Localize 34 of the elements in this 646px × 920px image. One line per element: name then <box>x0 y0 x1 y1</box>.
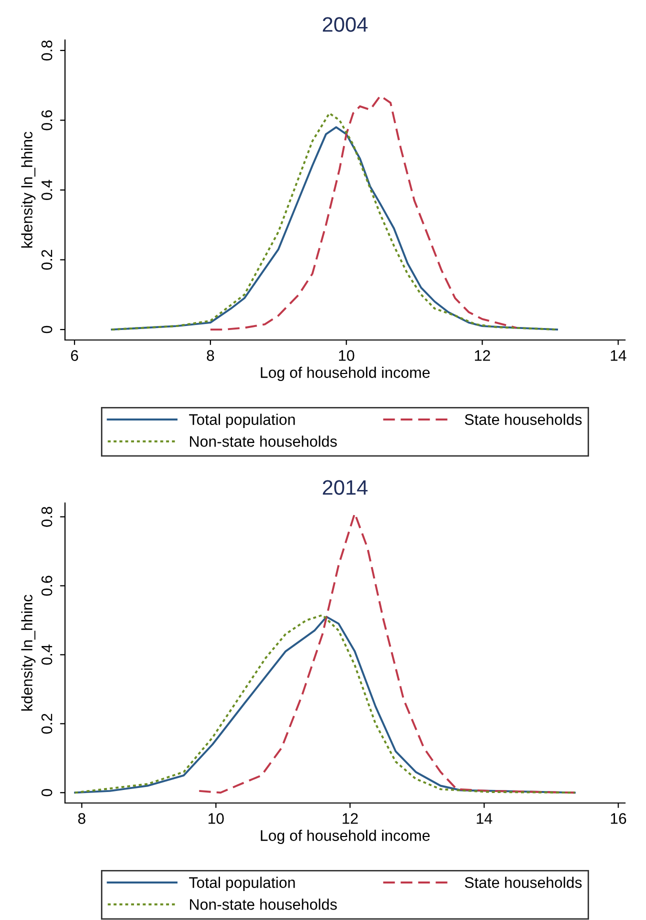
legend-label: Total population <box>189 876 295 891</box>
y-tick-label: 0 <box>41 326 52 334</box>
x-tick-label: 12 <box>474 350 490 361</box>
legend-label: State households <box>464 414 582 425</box>
x-axis-title: Log of household income <box>260 830 430 844</box>
x-axis-title: Log of household income <box>260 366 430 381</box>
line-series <box>198 512 576 794</box>
legend-label: State households <box>464 876 582 888</box>
x-tick-label: 14 <box>610 350 626 361</box>
legend-label: Total population <box>189 414 295 428</box>
y-axis-title: kdensity ln_hhinc <box>21 594 36 711</box>
x-tick-label: 14 <box>476 813 492 824</box>
x-tick-label: 12 <box>342 813 358 824</box>
y-tick-label: 0.4 <box>41 644 52 665</box>
legend-label: Non-state households <box>190 436 337 447</box>
chart-title: 2004 <box>322 17 368 32</box>
x-tick-label: 10 <box>339 350 354 361</box>
x-tick-label: 8 <box>206 350 214 361</box>
y-tick-label: 0.8 <box>41 506 52 527</box>
y-tick-label: 0.2 <box>41 714 52 734</box>
y-axis-title: kdensity ln_hhinc <box>21 132 36 248</box>
y-tick-label: 0.4 <box>41 180 52 200</box>
y-tick-label: 0.8 <box>41 40 52 60</box>
legend-label: Non-state households <box>190 898 337 910</box>
y-tick-label: 0.6 <box>41 110 52 130</box>
x-tick-label: 6 <box>71 350 78 361</box>
line-series <box>209 94 518 331</box>
x-tick-label: 8 <box>78 813 86 824</box>
x-tick-label: 16 <box>610 813 626 824</box>
y-tick-label: 0.6 <box>41 576 52 596</box>
y-tick-label: 0.2 <box>41 250 52 270</box>
chart-title: 2014 <box>322 480 368 495</box>
x-tick-label: 10 <box>208 813 224 824</box>
y-tick-label: 0 <box>41 789 52 796</box>
